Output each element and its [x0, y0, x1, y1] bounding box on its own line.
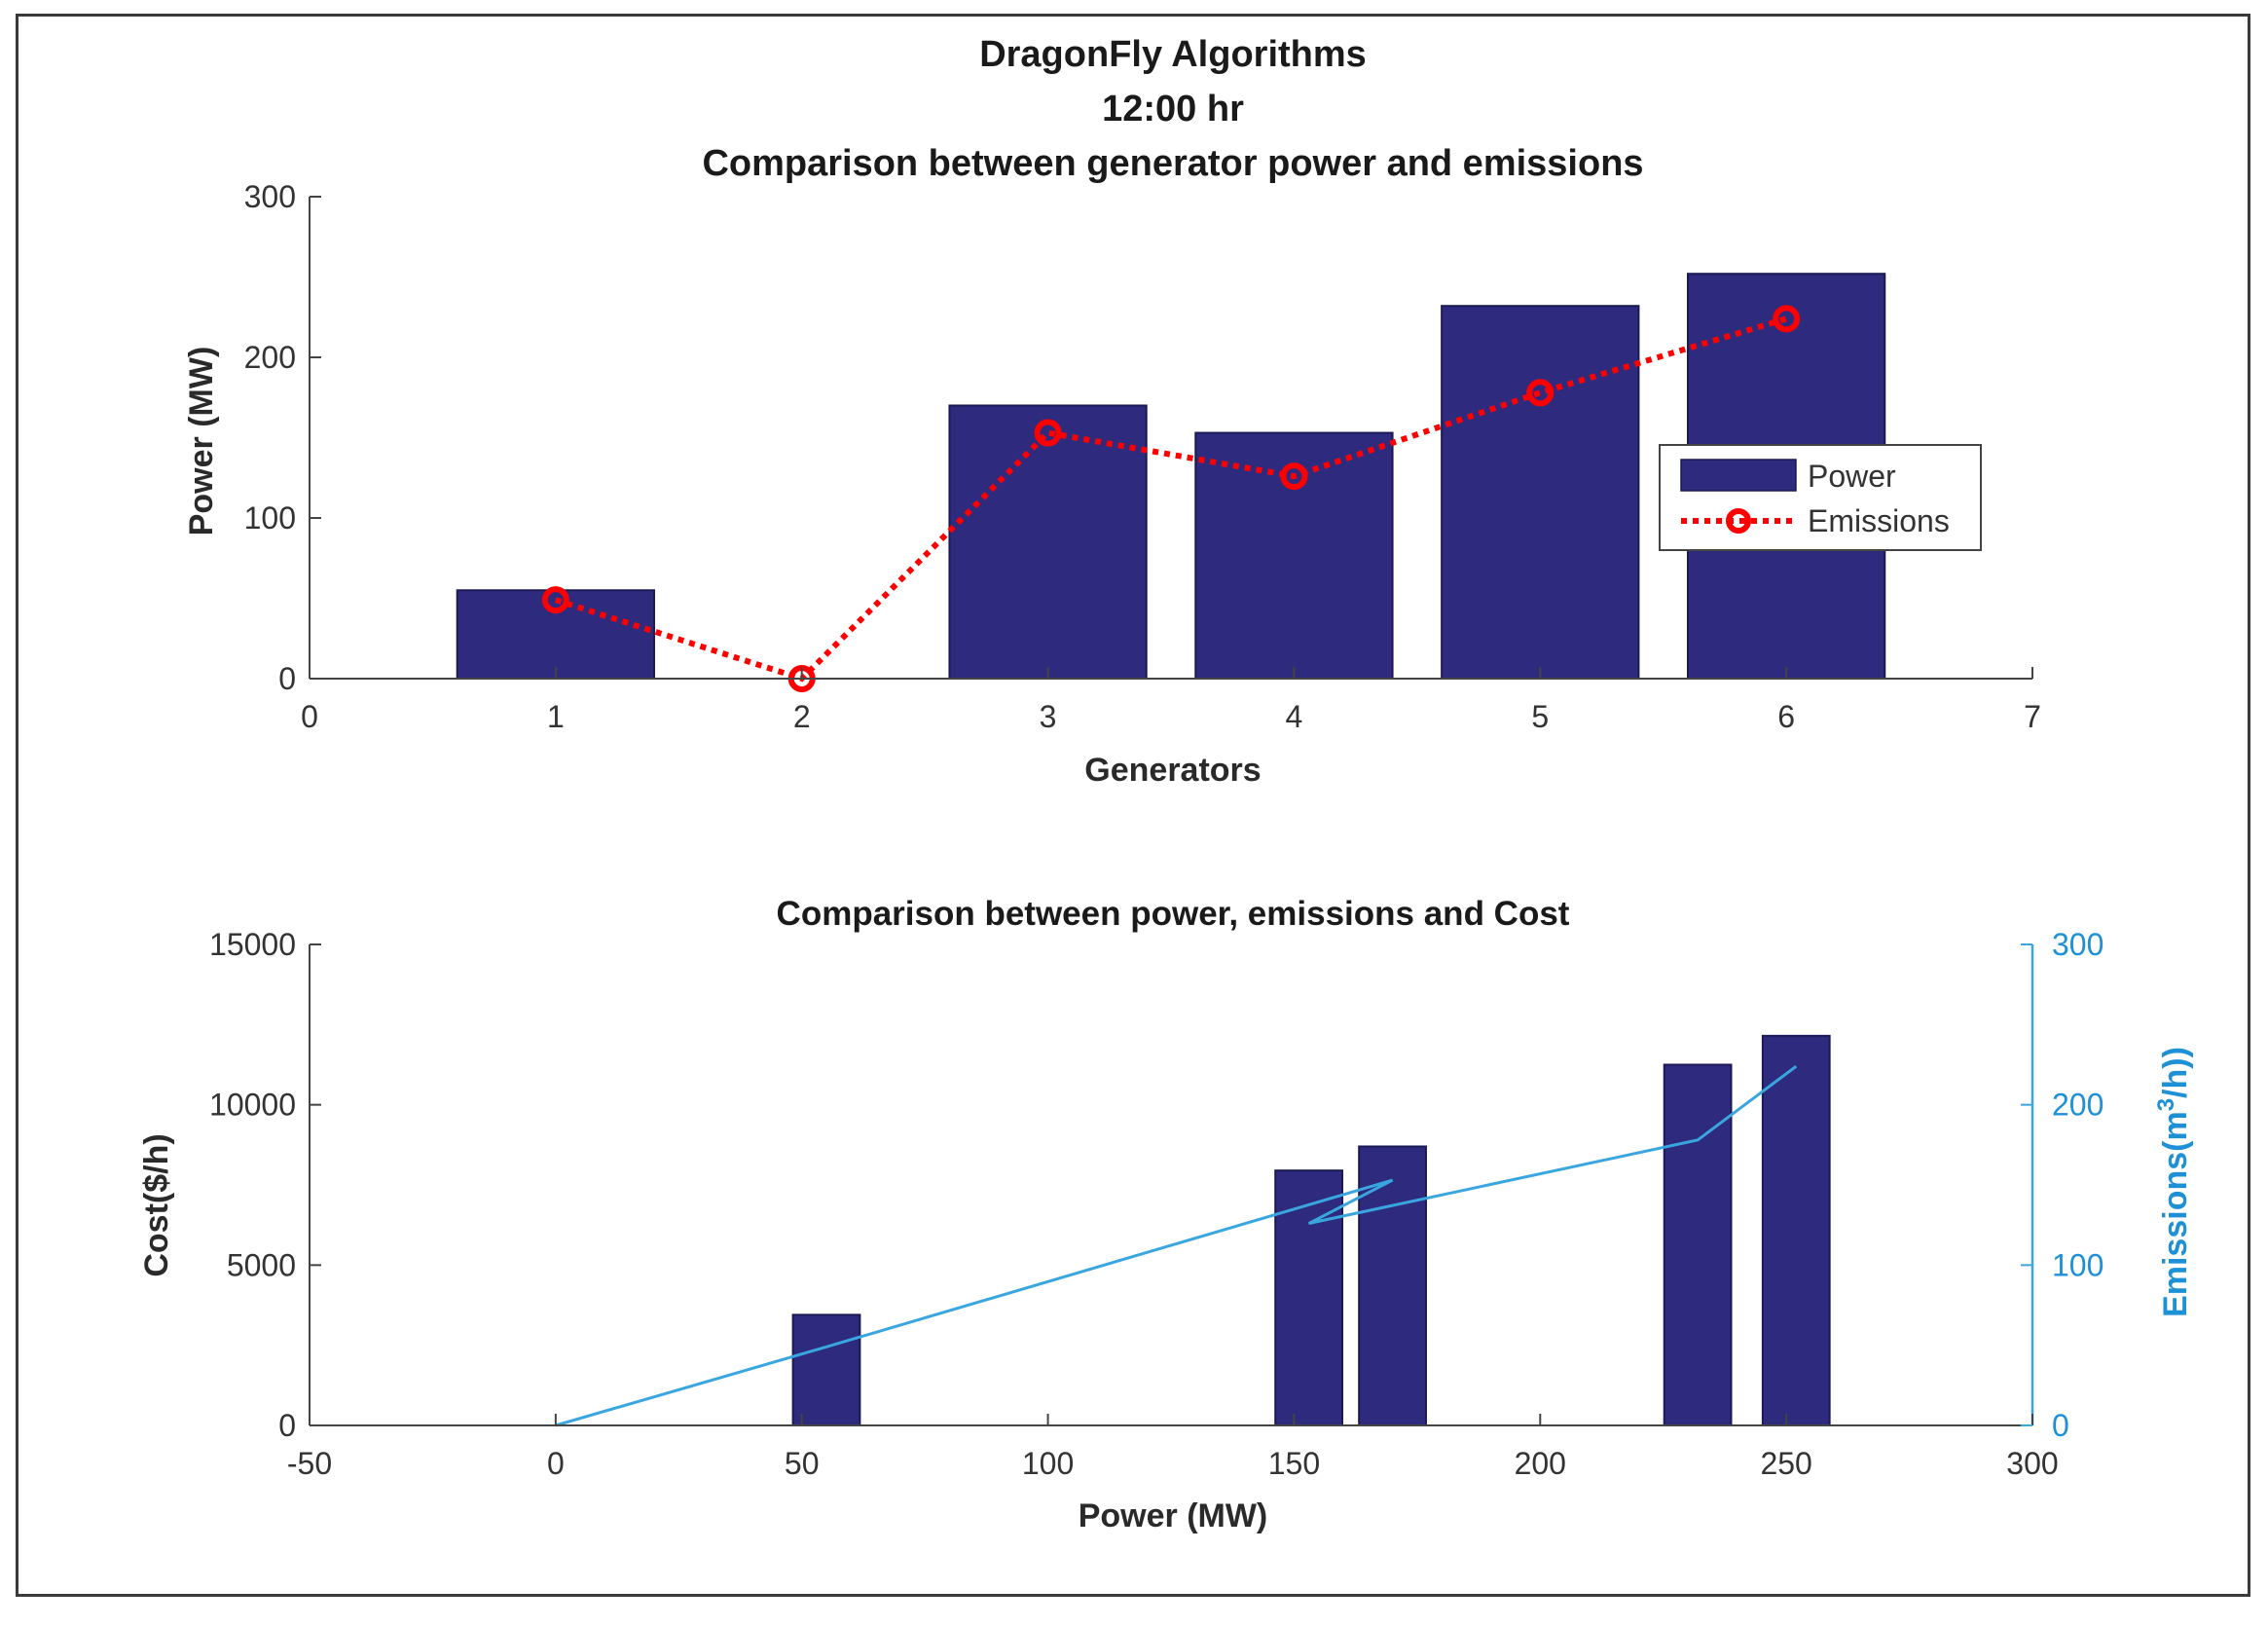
power-bar [1194, 431, 1394, 680]
y2-label-sup: 3 [2153, 1098, 2179, 1111]
bottom-x-tick-label: 0 [547, 1446, 565, 1481]
emissions-marker [1034, 419, 1062, 447]
legend-emissions-marker [1726, 508, 1751, 534]
bottom-y2-tick-label: 200 [2052, 1088, 2103, 1123]
top-x-tick-label: 6 [1777, 699, 1795, 734]
bottom-y-tick-label: 10000 [209, 1088, 296, 1123]
bottom-title: Comparison between power, emissions and … [777, 895, 1570, 933]
bottom-axes-group [309, 944, 2034, 1426]
emissions-marker [1773, 305, 1801, 333]
top-title-line-1: DragonFly Algorithms [979, 34, 1367, 75]
bottom-x-ticks: -50 0 50 100 150 200 250 300 [287, 1414, 2059, 1481]
bottom-x-tick-label: 250 [1760, 1446, 1811, 1481]
top-y-tick-label: 100 [244, 500, 296, 536]
top-x-ticks: 0 1 2 3 4 5 6 7 [301, 667, 2041, 734]
top-x-tick-label: 3 [1040, 699, 1057, 734]
y2-label-suffix: /h)) [2157, 1047, 2194, 1098]
top-x-axis-label: Generators [1084, 752, 1261, 789]
emissions-marker [1526, 379, 1555, 407]
bottom-y-tick-label: 5000 [227, 1247, 296, 1282]
top-y-ticks: 0 100 200 300 [244, 179, 321, 696]
bottom-x-tick-label: 200 [1515, 1446, 1566, 1481]
top-y-tick-label: 0 [278, 661, 296, 696]
emissions-line [554, 315, 1788, 683]
bottom-y2-axis-label: Emissions(m3/h)) [2153, 1047, 2195, 1317]
top-chart: DragonFly Algorithms 12:00 hr Comparison… [183, 34, 2041, 789]
bottom-x-tick-label: 100 [1022, 1446, 1074, 1481]
cost-bar [1274, 1169, 1343, 1427]
y2-label-prefix: Emissions(m [2157, 1111, 2194, 1317]
legend-emissions-label: Emissions [1808, 503, 1950, 538]
top-y-axis-label: Power (MW) [183, 347, 220, 536]
legend-power-swatch [1680, 459, 1797, 492]
power-bar [1441, 305, 1640, 680]
top-axes-group [309, 197, 2032, 680]
bottom-y2-tick-label: 100 [2052, 1247, 2103, 1282]
bottom-emissions-line-group [555, 1064, 1798, 1427]
top-bars-group [456, 273, 1886, 680]
top-title-line-2: 12:00 hr [1102, 89, 1244, 129]
power-bar [948, 404, 1148, 680]
cost-bar [1663, 1063, 1733, 1426]
emissions-marker [541, 586, 569, 614]
cost-bar [791, 1313, 861, 1427]
top-x-tick-label: 5 [1531, 699, 1549, 734]
top-x-tick-label: 7 [2024, 699, 2041, 734]
top-x-tick-label: 1 [547, 699, 565, 734]
cost-bar [1761, 1034, 1831, 1426]
top-title-line-3: Comparison between generator power and e… [702, 143, 1643, 184]
bottom-y-axis-label: Cost($/h) [138, 1133, 175, 1276]
bottom-y-tick-label: 15000 [209, 927, 296, 962]
bottom-y2-tick-label: 0 [2052, 1408, 2069, 1443]
top-x-tick-label: 0 [301, 699, 318, 734]
emissions-marker [1280, 462, 1308, 491]
legend-power-label: Power [1808, 459, 1896, 494]
bottom-x-axis-label: Power (MW) [1079, 1497, 1268, 1534]
top-y-tick-label: 200 [244, 340, 296, 375]
bottom-x-tick-label: -50 [287, 1446, 332, 1481]
emissions-vs-power-line [555, 1064, 1798, 1427]
top-x-tick-label: 4 [1286, 699, 1303, 734]
bottom-x-tick-label: 150 [1268, 1446, 1320, 1481]
bottom-y2-tick-label: 300 [2052, 927, 2103, 962]
top-y-tick-label: 300 [244, 179, 296, 214]
bottom-y-tick-label: 0 [278, 1408, 296, 1443]
bottom-bars-group [791, 1034, 1831, 1427]
power-bar [456, 589, 656, 680]
bottom-chart: Comparison between power, emissions and … [138, 895, 2194, 1534]
top-x-tick-label: 2 [793, 699, 811, 734]
bottom-y-ticks: 0 5000 10000 15000 [209, 927, 321, 1443]
bottom-x-tick-label: 50 [785, 1446, 820, 1481]
bottom-x-tick-label: 300 [2006, 1446, 2058, 1481]
bottom-y2-ticks: 0 100 200 300 [2021, 927, 2103, 1443]
top-legend: Power Emissions [1659, 444, 1982, 551]
